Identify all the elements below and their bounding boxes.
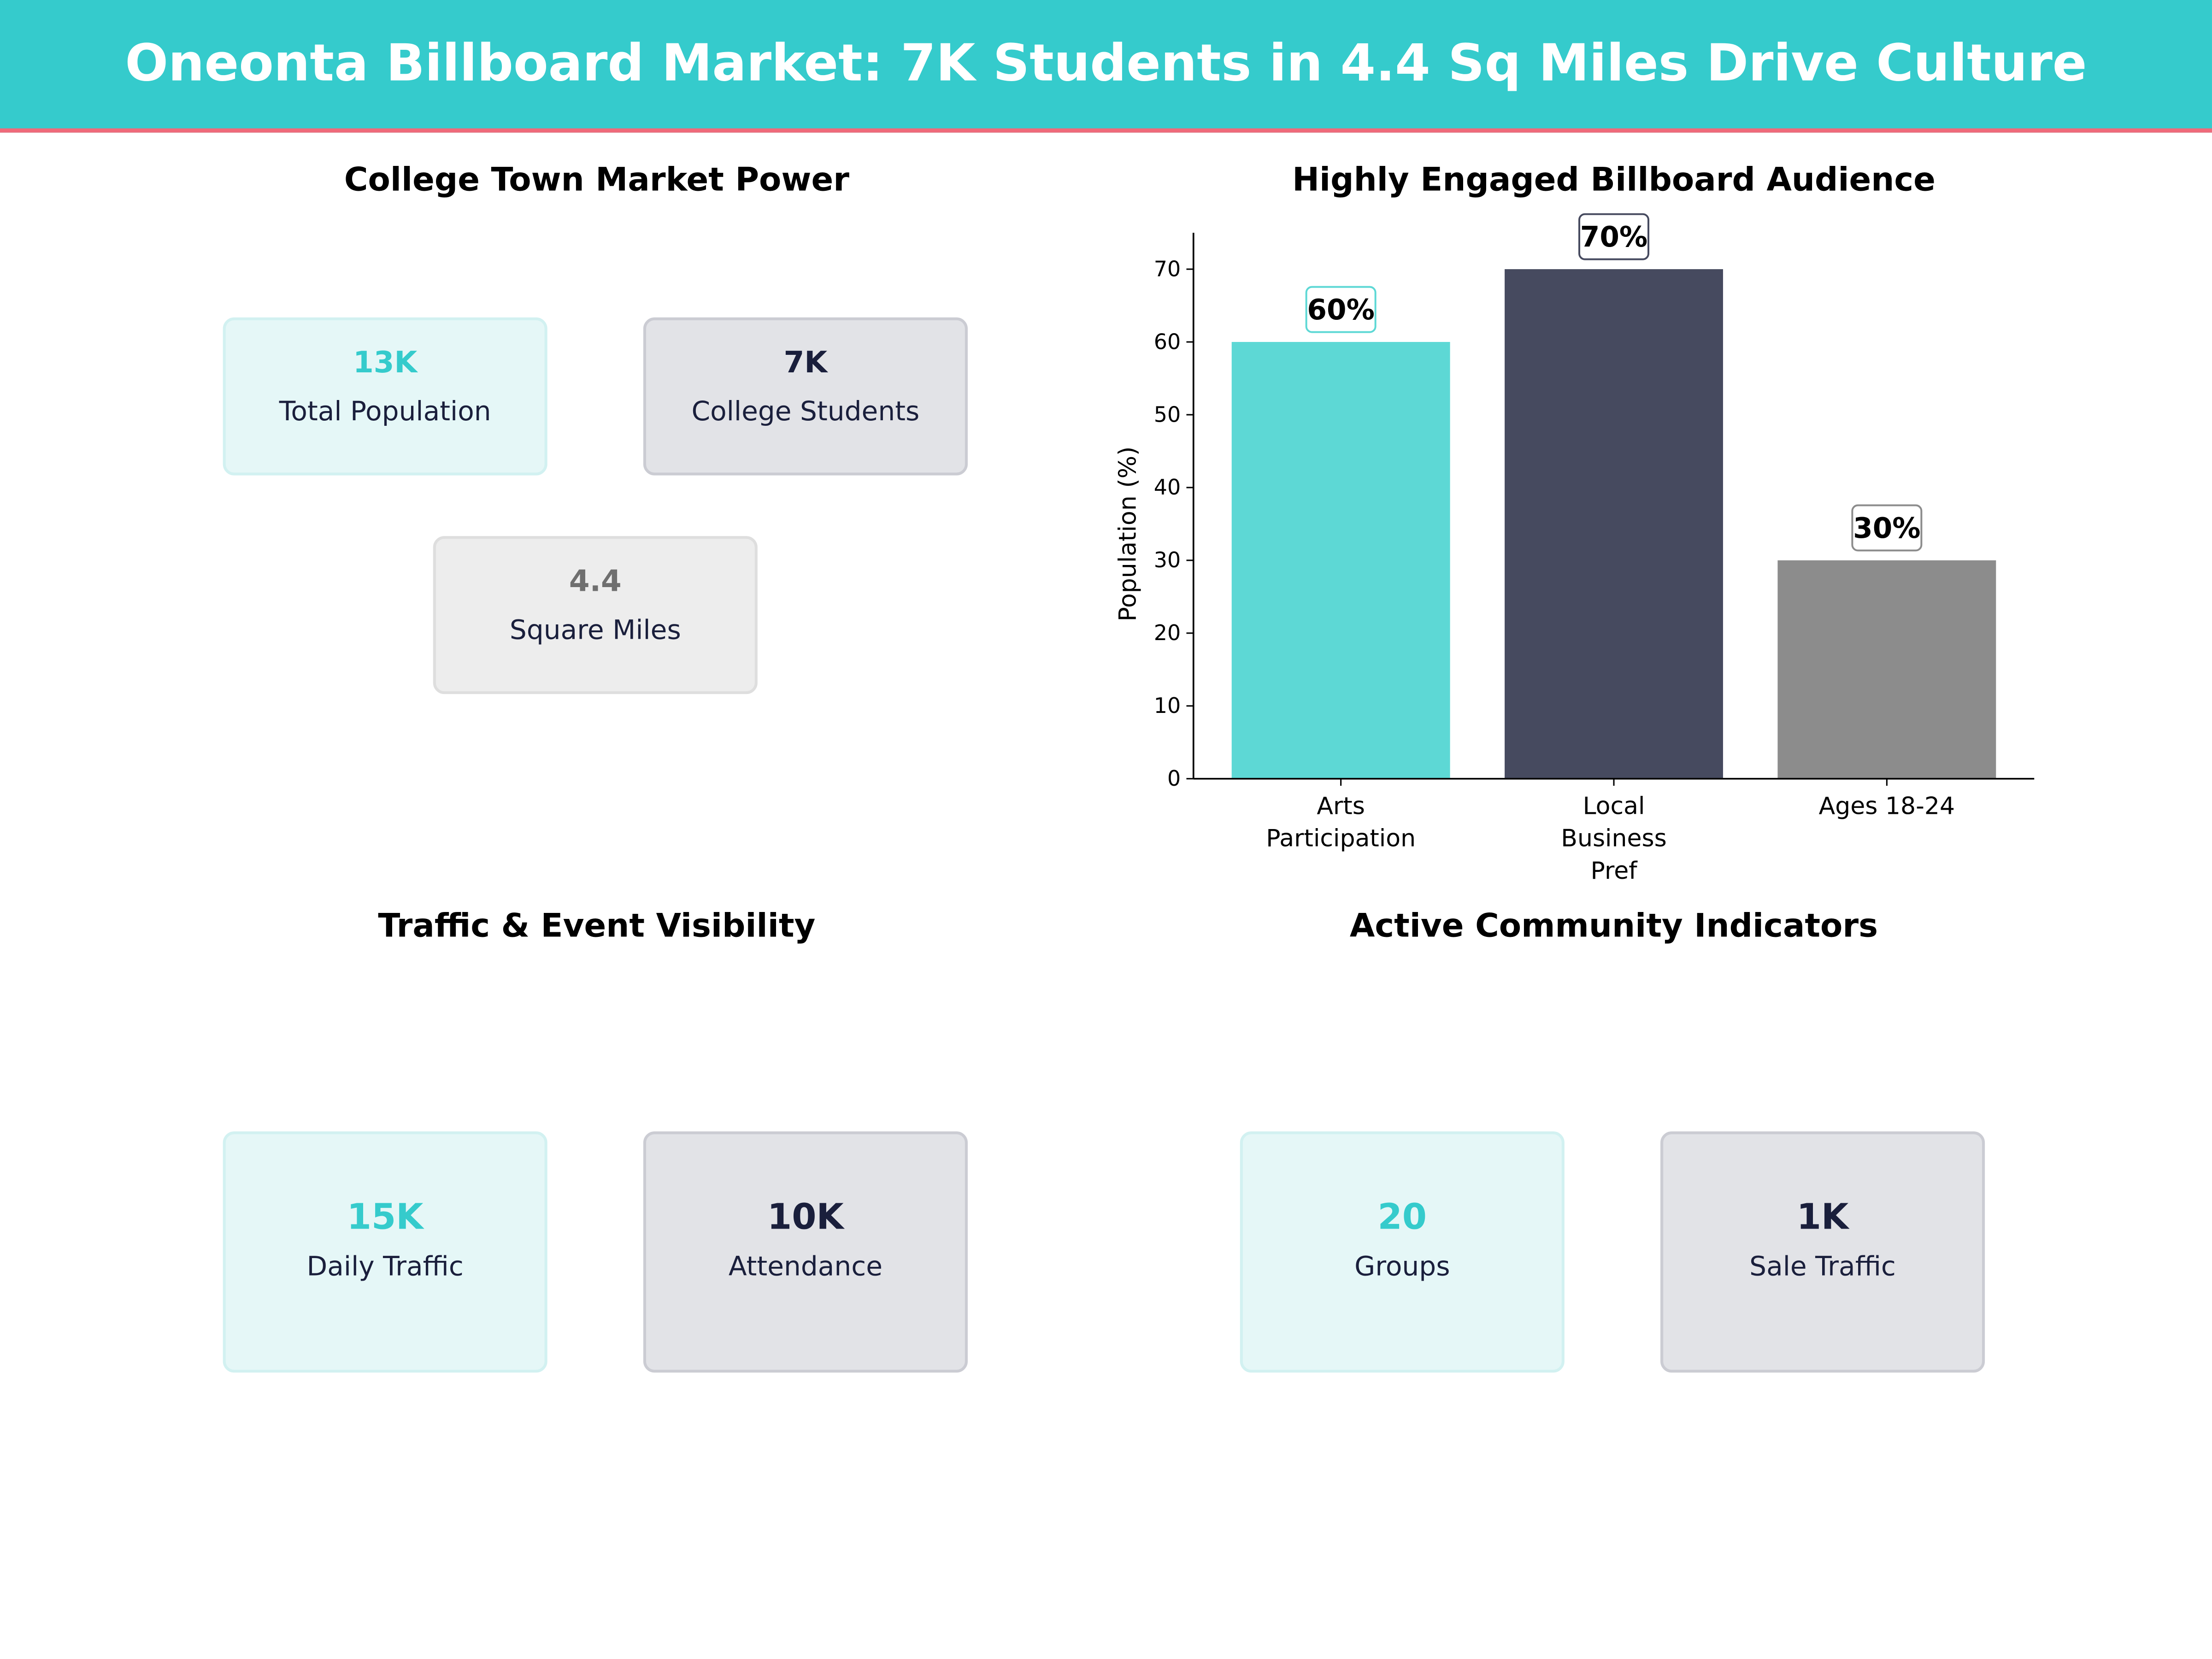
stat-card-total-population: 13K Total Population [223, 317, 547, 476]
stat-value: 13K [353, 345, 418, 380]
x-tick-label: Pref [1590, 857, 1638, 885]
stat-value: 15K [347, 1196, 424, 1237]
x-tick-label: Arts [1317, 792, 1365, 820]
header-banner: Oneonta Billboard Market: 7K Students in… [0, 0, 2212, 133]
stat-label: Attendance [728, 1251, 883, 1282]
x-tick-label: Ages 18-24 [1819, 792, 1955, 820]
data-label: 70% [1580, 221, 1648, 253]
y-tick-label: 50 [1154, 402, 1181, 427]
chart-title: Highly Engaged Billboard Audience [1292, 162, 1936, 199]
stat-value: 1K [1796, 1196, 1849, 1237]
bar [1231, 342, 1450, 779]
y-tick-label: 20 [1154, 620, 1181, 645]
data-label-box [1305, 286, 1377, 333]
x-tick-label: Participation [1266, 825, 1416, 853]
y-tick-label: 30 [1154, 547, 1181, 572]
stat-value: 4.4 [569, 564, 622, 598]
y-axis-label: Population (%) [1114, 447, 1141, 622]
page-title: Oneonta Billboard Market: 7K Students in… [125, 35, 2087, 94]
bar [1777, 560, 1996, 779]
community-panel-title: Active Community Indicators [1349, 908, 1878, 946]
data-label-box [1851, 504, 1923, 552]
stat-label: Square Miles [509, 615, 681, 647]
market-panel-title: College Town Market Power [344, 162, 849, 199]
data-label-box [1578, 213, 1650, 260]
bar [1505, 269, 1723, 779]
y-tick-label: 10 [1154, 693, 1181, 718]
stat-label: Total Population [279, 396, 491, 428]
y-tick-label: 60 [1154, 329, 1181, 354]
stat-card-college-students: 7K College Students [643, 317, 968, 476]
traffic-panel-title: Traffic & Event Visibility [378, 908, 816, 946]
stat-card-groups: 20 Groups [1240, 1131, 1565, 1373]
stat-card-attendance: 10K Attendance [643, 1131, 968, 1373]
stat-value: 7K [783, 345, 828, 380]
stat-label: College Students [691, 396, 920, 428]
x-tick-label: Business [1561, 825, 1666, 853]
data-label: 30% [1853, 512, 1921, 545]
stat-card-square-miles: 4.4 Square Miles [433, 536, 758, 694]
data-label: 60% [1307, 294, 1375, 326]
x-tick-label: Local [1583, 792, 1645, 820]
stat-card-daily-traffic: 15K Daily Traffic [223, 1131, 547, 1373]
stat-card-sale-traffic: 1K Sale Traffic [1660, 1131, 1985, 1373]
stat-label: Groups [1354, 1251, 1450, 1282]
stat-label: Daily Traffic [306, 1251, 464, 1282]
y-tick-label: 40 [1154, 475, 1181, 500]
stat-value: 10K [767, 1196, 844, 1237]
y-tick-label: 0 [1167, 766, 1181, 791]
stat-label: Sale Traffic [1749, 1251, 1896, 1282]
y-tick-label: 70 [1154, 256, 1181, 281]
stat-value: 20 [1377, 1196, 1427, 1237]
